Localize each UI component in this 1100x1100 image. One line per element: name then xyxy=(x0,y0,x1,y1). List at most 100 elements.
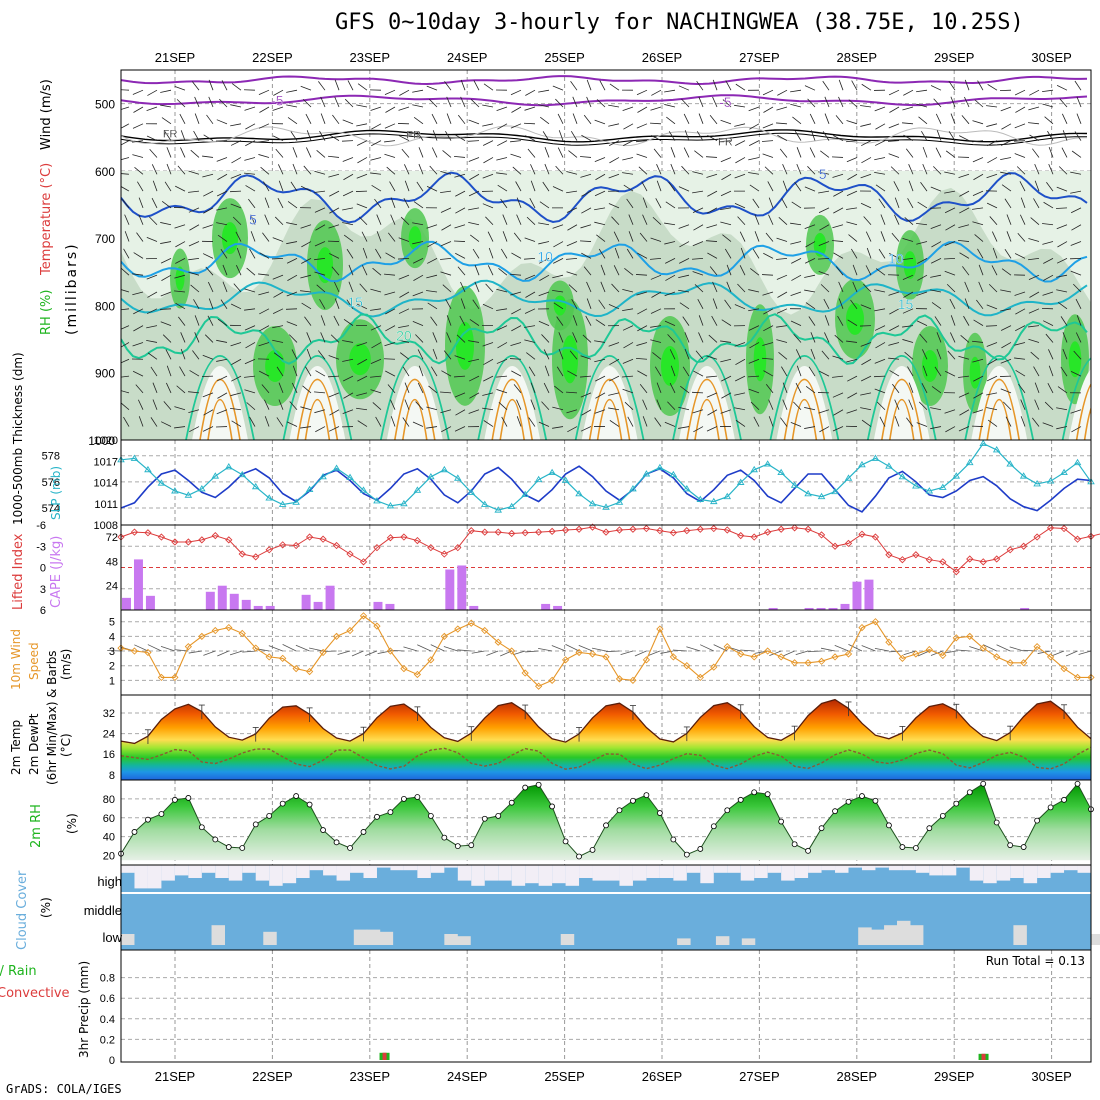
slp-line-point xyxy=(1046,477,1055,484)
rh2m-line-point xyxy=(589,846,596,853)
wind-barb xyxy=(977,80,984,91)
slp-line-point xyxy=(238,470,247,478)
wind-barb xyxy=(860,375,872,382)
wind-barb xyxy=(846,409,858,414)
wind-barb xyxy=(530,164,536,175)
lifted-line-point xyxy=(952,568,960,576)
cape-bar xyxy=(864,579,874,610)
wind-barb xyxy=(681,98,690,108)
wind-barb xyxy=(244,288,256,293)
wind-barb xyxy=(1042,241,1054,245)
wind-barb xyxy=(790,241,802,245)
wind-barb xyxy=(385,106,396,113)
wind-barb xyxy=(860,392,872,396)
slp-line-point xyxy=(319,472,327,480)
wind-barb xyxy=(483,157,494,164)
wind-barb xyxy=(511,106,522,113)
wind-ylabel-2: Speed xyxy=(27,642,41,680)
isotherm-label: 5 xyxy=(819,166,827,182)
wind-barb xyxy=(457,266,466,276)
wind-barb xyxy=(347,80,354,91)
cloud-high-bar xyxy=(350,865,364,873)
wind-barb xyxy=(682,316,690,326)
rh2m-line-point xyxy=(630,797,636,804)
wind10m-line-point xyxy=(615,675,624,683)
wind-barb xyxy=(921,349,928,360)
pressure-tick: 700 xyxy=(95,232,115,246)
rh-shading xyxy=(581,366,638,440)
wind-barb xyxy=(524,325,536,328)
wind-barb xyxy=(950,96,956,108)
wind-barb xyxy=(832,426,844,432)
wind-barb xyxy=(511,308,522,315)
wind-barb xyxy=(174,406,186,411)
wind-barb xyxy=(1055,207,1068,209)
slp-line-point xyxy=(615,498,624,505)
wind-barb xyxy=(370,375,382,378)
wind10m-line-point xyxy=(211,626,219,635)
wind-barb xyxy=(138,416,144,427)
wind-barb xyxy=(498,267,508,276)
wind-barb xyxy=(776,257,788,260)
wind-barb xyxy=(208,96,214,108)
cloud-low-bar xyxy=(379,931,394,945)
wind-barb xyxy=(622,358,634,364)
rh2m-line-point xyxy=(751,789,758,796)
wind-barb xyxy=(860,407,872,411)
rh2m-line-point xyxy=(656,810,663,816)
slp-line-point xyxy=(790,481,799,488)
lifted-line-point xyxy=(171,538,179,546)
wind10m-line-point xyxy=(966,632,974,641)
slp-line-point xyxy=(885,462,893,469)
wind-barb xyxy=(769,650,782,656)
wind-barb xyxy=(121,89,130,91)
wind-barb xyxy=(762,123,774,129)
wind-barb xyxy=(318,81,326,91)
wind-barb xyxy=(386,166,396,175)
wind-barb xyxy=(428,385,438,394)
wind-barb xyxy=(404,399,410,410)
day-label-top: 21SEP xyxy=(155,50,195,65)
lifted-line-point xyxy=(1020,542,1028,550)
wind-barb xyxy=(958,426,970,432)
wind-barb xyxy=(208,79,214,91)
isotherm xyxy=(207,399,233,440)
wind-barb xyxy=(146,308,158,315)
wind-barb xyxy=(528,366,536,377)
wind-barb xyxy=(121,308,130,311)
wind-barb xyxy=(268,645,283,652)
wind-barb xyxy=(944,270,956,276)
wind-barb xyxy=(707,409,718,416)
wind-barb xyxy=(306,147,312,158)
wind-barb xyxy=(376,231,382,242)
slp-line-point xyxy=(588,499,597,507)
wind-barb xyxy=(692,409,704,414)
wind-barb xyxy=(639,384,648,394)
wind-barb xyxy=(969,646,984,652)
wind10m-line-point xyxy=(467,619,475,627)
wind-barb xyxy=(578,645,593,652)
wind-barb xyxy=(203,650,216,656)
rh-shading xyxy=(175,266,185,291)
wind-barb xyxy=(636,358,648,360)
wind-barb xyxy=(948,131,956,141)
rh2m-line-point xyxy=(616,807,623,814)
wind-barb xyxy=(1017,232,1026,242)
slp-line-point xyxy=(548,468,556,476)
wind-barb xyxy=(846,157,858,163)
wind10m-line-point xyxy=(817,657,826,665)
wind-barb xyxy=(930,407,942,411)
wind-barb xyxy=(1013,140,1026,142)
wind-barb xyxy=(426,406,438,411)
wind-barb xyxy=(1044,401,1054,411)
wind-barb xyxy=(390,214,396,225)
slp-line-point xyxy=(130,454,139,461)
cloud-low-bar xyxy=(353,929,368,945)
wind-barb xyxy=(250,231,256,242)
wind-barb xyxy=(164,131,172,141)
wind-barb xyxy=(1070,409,1082,414)
wind-barb xyxy=(371,123,382,130)
slp-line-point xyxy=(480,500,489,507)
wind-barb xyxy=(208,298,214,309)
wind-barb xyxy=(413,274,424,281)
